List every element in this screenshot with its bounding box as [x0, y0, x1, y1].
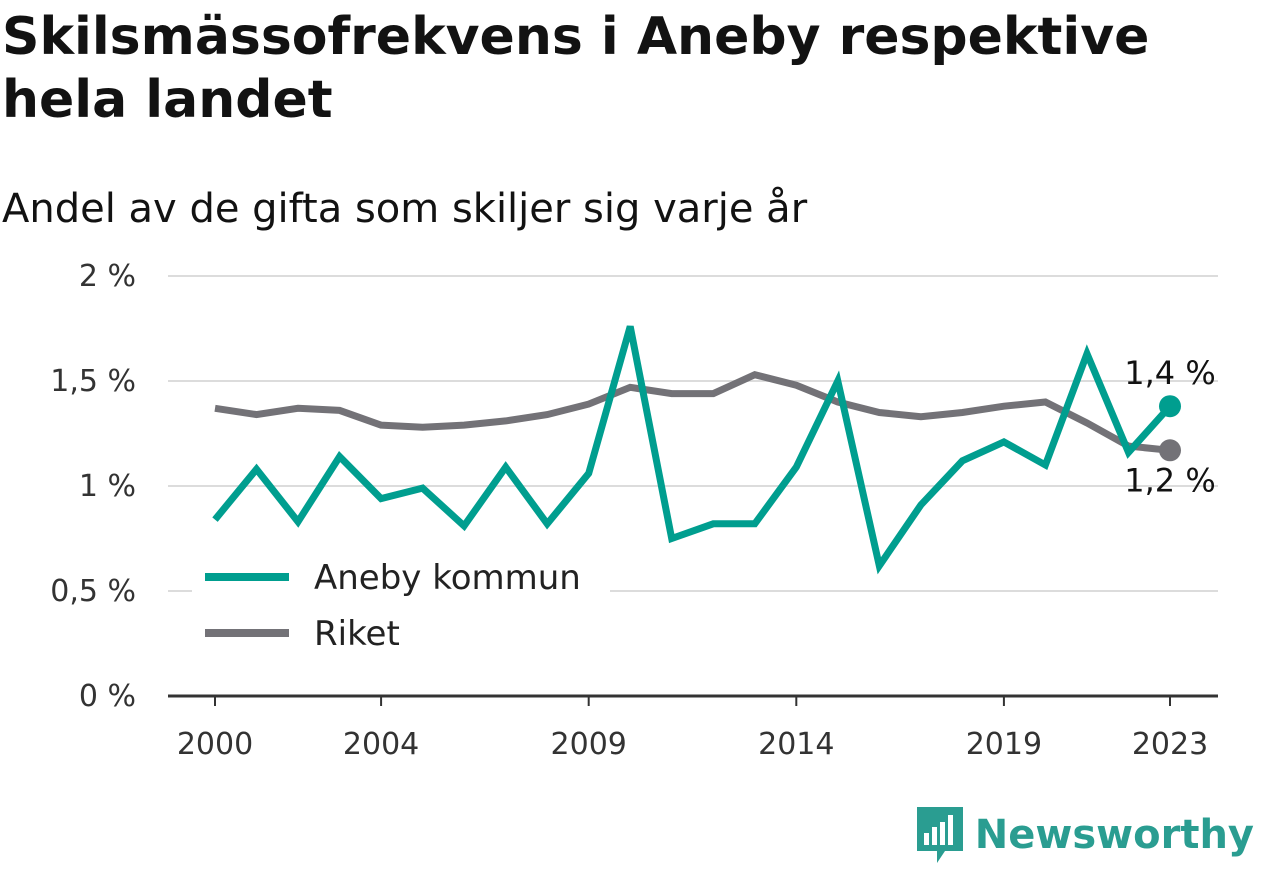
- x-tick-label: 2019: [966, 727, 1042, 762]
- end-label-aneby: 1,4 %: [1124, 354, 1215, 392]
- brand-logo: Newsworthy: [915, 805, 1254, 865]
- y-tick-label: 0,5 %: [50, 574, 136, 609]
- legend-background: [192, 546, 610, 664]
- end-label-riket: 1,2 %: [1124, 461, 1215, 499]
- y-tick-label: 0 %: [79, 679, 136, 714]
- series-line-riket: [214, 371, 1171, 454]
- y-tick-label: 2 %: [79, 259, 136, 294]
- x-tick-label: 2014: [758, 727, 834, 762]
- legend-label: Aneby kommun: [314, 558, 581, 598]
- y-tick-label: 1 %: [79, 469, 136, 504]
- legend-label: Riket: [314, 614, 400, 654]
- series-line-aneby: [212, 325, 1173, 575]
- chart-subtitle: Andel av de gifta som skiljer sig varje …: [2, 186, 808, 232]
- brand-name: Newsworthy: [974, 812, 1254, 858]
- y-tick-label: 1,5 %: [50, 364, 136, 399]
- x-tick-label: 2023: [1132, 727, 1208, 762]
- x-tick-label: 2004: [343, 727, 419, 762]
- end-point-riket: [1159, 439, 1181, 462]
- newsworthy-logo-icon: [916, 807, 963, 863]
- x-tick-label: 2009: [551, 727, 627, 762]
- x-tick-label: 2000: [177, 727, 253, 762]
- chart-title: Skilsmässofrekvens i Aneby respektive he…: [2, 7, 1150, 131]
- end-point-aneby: [1159, 395, 1181, 418]
